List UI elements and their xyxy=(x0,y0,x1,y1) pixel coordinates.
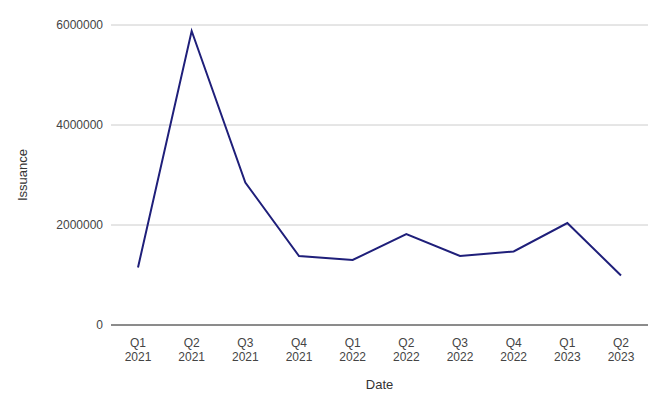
svg-text:Q22021: Q22021 xyxy=(178,336,205,364)
svg-text:2000000: 2000000 xyxy=(56,218,103,232)
svg-text:Q22023: Q22023 xyxy=(608,336,635,364)
svg-text:Q42021: Q42021 xyxy=(286,336,313,364)
svg-text:Q42022: Q42022 xyxy=(500,336,527,364)
svg-text:Q22022: Q22022 xyxy=(393,336,420,364)
svg-text:Issuance: Issuance xyxy=(15,149,30,201)
svg-text:Q32022: Q32022 xyxy=(447,336,474,364)
svg-text:Q12023: Q12023 xyxy=(554,336,581,364)
svg-text:Q12022: Q12022 xyxy=(339,336,366,364)
svg-text:4000000: 4000000 xyxy=(56,118,103,132)
svg-text:6000000: 6000000 xyxy=(56,18,103,32)
svg-text:0: 0 xyxy=(96,318,103,332)
svg-text:Date: Date xyxy=(366,377,393,392)
svg-text:Q12021: Q12021 xyxy=(125,336,152,364)
svg-text:Q32021: Q32021 xyxy=(232,336,259,364)
